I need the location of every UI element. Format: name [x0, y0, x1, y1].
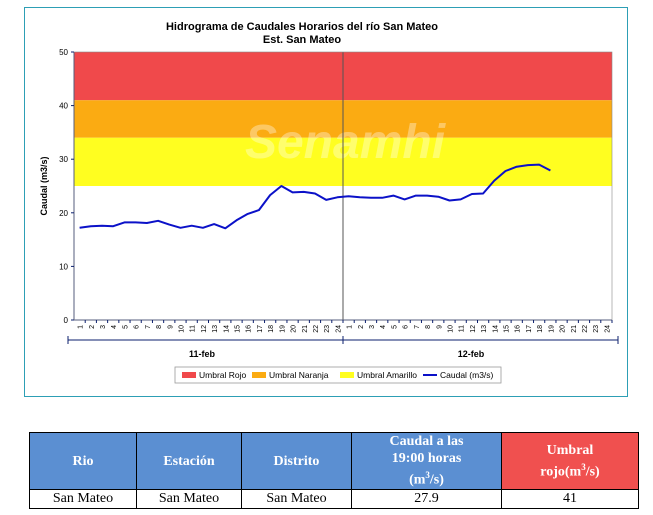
day-label-1: 11-feb: [189, 349, 216, 359]
header-distrito: Distrito: [241, 432, 352, 490]
cell-caudal: 27.9: [351, 489, 502, 509]
x-tick-label: 18: [268, 325, 275, 333]
hydrograph-chart: Hidrograma de Caudales Horarios del río …: [24, 7, 628, 397]
x-tick-label: 21: [571, 325, 578, 333]
table-row: San Mateo San Mateo San Mateo 27.9 41: [29, 489, 639, 509]
x-tick-label: 8: [425, 325, 432, 329]
header-umbral: Umbral rojo(m3/s): [501, 432, 639, 490]
cell-umbral: 41: [501, 489, 639, 509]
x-tick-label: 13: [212, 325, 219, 333]
x-tick-label: 9: [167, 325, 174, 329]
header-estacion: Estación: [136, 432, 242, 490]
x-tick-label: 2: [89, 325, 96, 329]
x-tick-label: 22: [582, 325, 589, 333]
x-tick-labels: 1 2 3 4 5 6 7 8 9 10 11 12 13 14 15 16 17 18 19 20 21 22 23 24 1…: [78, 320, 613, 333]
y-tick-label: 40: [59, 102, 68, 111]
x-tick-label: 6: [403, 325, 410, 329]
header-caudal-line2: 19:00 horas: [391, 451, 462, 467]
y-tick-label: 10: [59, 262, 68, 271]
x-tick-label: 5: [391, 325, 398, 329]
x-tick-label: 12: [201, 325, 208, 333]
y-tick-label: 20: [59, 209, 68, 218]
x-tick-label: 16: [246, 325, 253, 333]
x-tick-label: 16: [515, 325, 522, 333]
y-tick-label: 50: [59, 48, 68, 57]
x-tick-label: 23: [593, 325, 600, 333]
x-tick-label: 5: [122, 325, 129, 329]
legend-swatch-rojo: [182, 372, 196, 378]
x-tick-label: 6: [134, 325, 141, 329]
watermark-text: Senamhi: [245, 116, 447, 169]
x-tick-label: 23: [324, 325, 331, 333]
x-tick-label: 2: [358, 325, 365, 329]
cell-rio: San Mateo: [29, 489, 137, 509]
x-tick-label: 15: [504, 325, 511, 333]
legend-box: [174, 366, 502, 384]
caudal-series: [79, 163, 551, 230]
header-caudal-unit-a: (m: [409, 472, 426, 488]
x-tick-label: 1: [347, 325, 354, 329]
x-tick-label: 3: [100, 325, 107, 329]
x-tick-label: 22: [313, 325, 320, 333]
x-tick-label: 17: [526, 325, 533, 333]
x-tick-label: 10: [178, 325, 185, 333]
x-tick-label: 1: [78, 325, 85, 329]
header-umbral-line1: Umbral: [546, 442, 594, 458]
x-tick-label: 24: [604, 325, 611, 333]
header-umbral-line2b: /s): [585, 464, 600, 480]
x-tick-label: 18: [537, 325, 544, 333]
x-tick-label: 10: [447, 325, 454, 333]
y-axis-label: Caudal (m3/s): [39, 156, 49, 215]
legend-label-amarillo: Umbral Amarillo: [357, 370, 417, 380]
chart-title: Hidrograma de Caudales Horarios del río …: [166, 21, 438, 33]
x-tick-label: 14: [223, 325, 230, 333]
x-tick-label: 8: [156, 325, 163, 329]
header-caudal-line1: Caudal a las: [389, 434, 464, 450]
series-line-0: [79, 163, 551, 230]
x-tick-label: 9: [436, 325, 443, 329]
x-tick-label: 14: [492, 325, 499, 333]
header-caudal-unit-sup: 3: [425, 470, 430, 481]
x-tick-label: 20: [291, 325, 298, 333]
summary-table: Rio Estación Distrito Caudal a las 19:00…: [29, 432, 639, 509]
x-tick-label: 21: [302, 325, 309, 333]
day-axis: [67, 336, 619, 344]
legend-label-naranja: Umbral Naranja: [269, 370, 329, 380]
legend-swatch-naranja: [252, 372, 266, 378]
x-tick-label: 24: [335, 325, 342, 333]
chart-legend: Umbral Rojo Umbral Naranja Umbral Amaril…: [174, 366, 502, 384]
table-header-row: Rio Estación Distrito Caudal a las 19:00…: [29, 432, 639, 490]
header-caudal: Caudal a las 19:00 horas (m3/s): [351, 432, 502, 490]
header-umbral-line2a: rojo(m: [540, 464, 582, 480]
y-tick-label: 30: [59, 155, 68, 164]
header-umbral-sup: 3: [581, 461, 586, 472]
x-tick-label: 7: [145, 325, 152, 329]
legend-label-rojo: Umbral Rojo: [199, 370, 247, 380]
x-tick-label: 17: [257, 325, 264, 333]
chart-subtitle: Est. San Mateo: [263, 34, 342, 46]
x-tick-label: 3: [369, 325, 376, 329]
y-tick-label: 0: [64, 316, 69, 325]
legend-swatch-amarillo: [340, 372, 354, 378]
x-tick-label: 19: [548, 325, 555, 333]
x-tick-label: 11: [190, 325, 197, 332]
header-rio: Rio: [29, 432, 137, 490]
x-tick-label: 19: [279, 325, 286, 333]
cell-estacion: San Mateo: [136, 489, 242, 509]
x-tick-label: 11: [459, 325, 466, 332]
x-tick-label: 15: [235, 325, 242, 333]
x-tick-label: 4: [380, 325, 387, 329]
x-tick-label: 4: [111, 325, 118, 329]
day-label-2: 12-feb: [458, 349, 485, 359]
y-tick-labels: 0 10 20 30 40 50: [59, 48, 74, 325]
x-tick-label: 7: [414, 325, 421, 329]
legend-label-caudal: Caudal (m3/s): [440, 370, 494, 380]
header-caudal-unit-b: /s): [429, 472, 444, 488]
chart-canvas: Hidrograma de Caudales Horarios del río …: [39, 21, 619, 384]
x-tick-label: 13: [481, 325, 488, 333]
x-tick-label: 12: [470, 325, 477, 333]
cell-distrito: San Mateo: [241, 489, 352, 509]
x-tick-label: 20: [560, 325, 567, 333]
